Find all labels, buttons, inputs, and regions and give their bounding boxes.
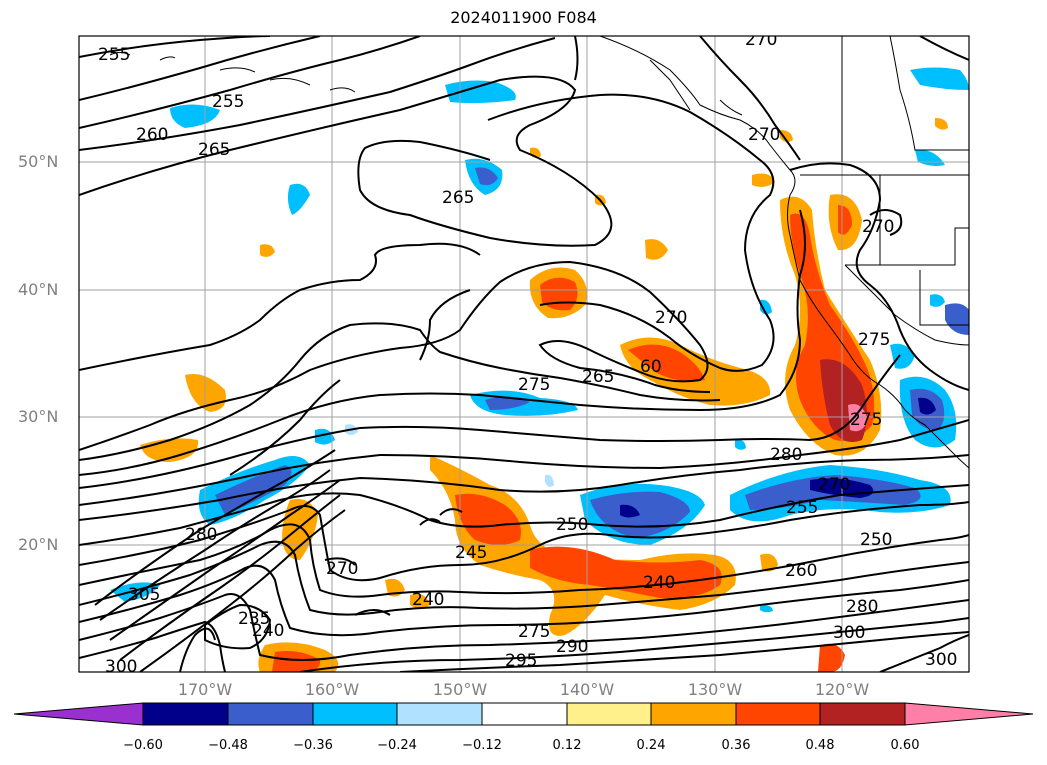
contour-label: 300 [925, 650, 957, 670]
contour-label: 265 [582, 367, 614, 387]
contour-label: 260 [785, 561, 817, 581]
contour-label: 240 [643, 573, 675, 593]
colorbar-tick: −0.12 [462, 738, 502, 753]
lon-label: 120°W [814, 680, 870, 699]
lon-label: 160°W [304, 680, 360, 699]
colorbar-tick: −0.48 [208, 738, 248, 753]
contour-label: 300 [105, 657, 137, 677]
colorbar-bin [142, 702, 229, 726]
negative-shading [110, 67, 969, 613]
contour-label: 290 [556, 637, 588, 657]
contour-label: 275 [858, 330, 890, 350]
contour-label: 270 [748, 125, 780, 145]
colorbar-tick: 0.36 [721, 738, 751, 753]
colorbar-tick: −0.24 [377, 738, 417, 753]
contour-label: 270 [862, 217, 894, 237]
contour-label: 235 [238, 609, 270, 629]
colorbar-bin [312, 702, 398, 726]
map-frame [78, 35, 970, 673]
contour-label: 295 [505, 651, 537, 671]
colorbar-tick: 0.24 [636, 738, 666, 753]
colorbar-extend-low [13, 702, 144, 726]
contour-label: 265 [442, 188, 474, 208]
lon-label: 130°W [687, 680, 743, 699]
contour-label: 250 [860, 530, 892, 550]
contour-label: 270 [818, 475, 850, 495]
colorbar-tick: 0.12 [552, 738, 582, 753]
contour-label: 270 [655, 308, 687, 328]
contour-label: 60 [640, 357, 662, 377]
colorbar-bin [481, 702, 568, 726]
lat-label: 50°N [18, 152, 59, 171]
contour-label: 280 [846, 597, 878, 617]
contour-label: 255 [786, 498, 818, 518]
contour-label: 275 [518, 622, 550, 642]
contour-label: 270 [745, 30, 777, 50]
colorbar-bin [566, 702, 652, 726]
lon-label: 170°W [177, 680, 233, 699]
contour-label: 300 [833, 623, 865, 643]
lat-label: 40°N [18, 280, 59, 299]
colorbar [13, 702, 1034, 726]
contour-label: 270 [326, 559, 358, 579]
contour-label: 245 [455, 543, 487, 563]
map-title: 2024011900 F084 [450, 8, 597, 27]
contour-label: 265 [198, 140, 230, 160]
contour-label: 260 [136, 125, 168, 145]
colorbar-bin [227, 702, 314, 726]
colorbar-extend-high [904, 702, 1034, 726]
colorbar-tick: −0.36 [293, 738, 333, 753]
colorbar-tick: 0.60 [890, 738, 920, 753]
contour-label: 280 [770, 445, 802, 465]
lat-label: 30°N [18, 407, 59, 426]
contour-label: 240 [412, 590, 444, 610]
contour-label: 250 [556, 515, 588, 535]
height-contours [79, 36, 969, 672]
contour-label: 275 [518, 375, 550, 395]
contour-label: 275 [850, 410, 882, 430]
contour-label: 255 [212, 92, 244, 112]
contour-label: 255 [98, 45, 130, 65]
colorbar-tick: 0.48 [805, 738, 835, 753]
map-plot-area: 255 255 260 265 265 270 270 270 270 265 … [79, 30, 969, 677]
colorbar-tick: −0.60 [123, 738, 163, 753]
colorbar-bin [735, 702, 821, 726]
lon-label: 150°W [432, 680, 488, 699]
contour-labels: 255 255 260 265 265 270 270 270 270 265 … [98, 30, 957, 677]
contour-label: 280 [185, 525, 217, 545]
contour-label: 305 [128, 585, 160, 605]
contour-label: 240 [252, 621, 284, 641]
colorbar-bin [819, 702, 906, 726]
lat-label: 20°N [18, 535, 59, 554]
coastlines [109, 36, 969, 469]
colorbar-bin [396, 702, 483, 726]
lon-label: 140°W [559, 680, 615, 699]
colorbar-bin [650, 702, 737, 726]
